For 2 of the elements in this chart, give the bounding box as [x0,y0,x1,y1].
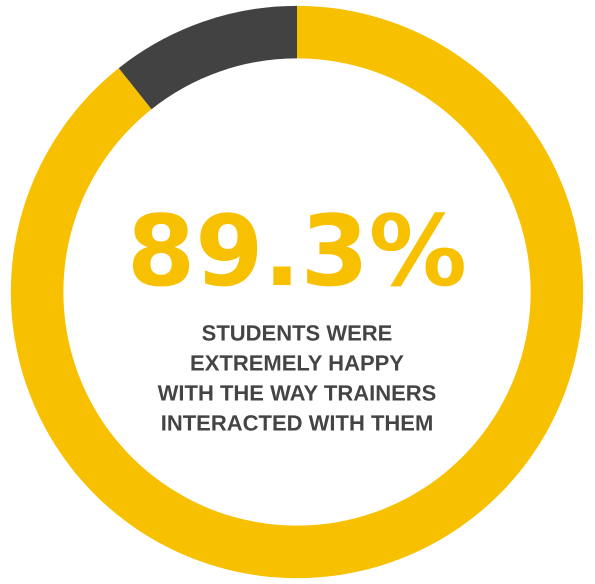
text: STUDENTS WERE EXTREMELY HAPPY WITH THE WAY TRAINERS INTERACTED WITH THEM [158,320,436,436]
data-label: 89.3% [127,195,467,309]
